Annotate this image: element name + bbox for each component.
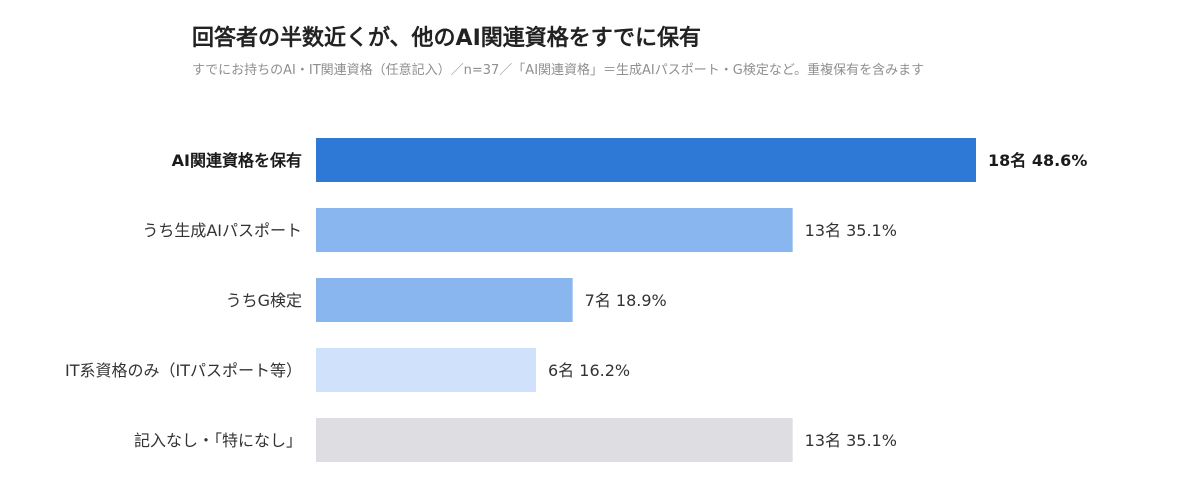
value-label-2: 7名 18.9% [585, 291, 667, 310]
bar-2 [316, 278, 573, 322]
bar-4 [316, 418, 793, 462]
category-label-0: AI関連資格を保有 [172, 151, 302, 170]
chart-subtitle: すでにお持ちのAI・IT関連資格（任意記入）／n=37／「AI関連資格」＝生成A… [192, 63, 925, 78]
bar-1 [316, 208, 793, 252]
bar-3 [316, 348, 536, 392]
category-label-3: IT系資格のみ（ITパスポート等） [65, 361, 302, 380]
category-label-2: うちG検定 [226, 291, 302, 310]
chart-title: 回答者の半数近くが、他のAI関連資格をすでに保有 [192, 26, 701, 51]
category-label-1: うち生成AIパスポート [142, 221, 302, 240]
value-label-1: 13名 35.1% [805, 221, 897, 240]
value-label-4: 13名 35.1% [805, 431, 897, 450]
bar-0 [316, 138, 976, 182]
value-label-3: 6名 16.2% [548, 361, 630, 380]
category-label-4: 記入なし・「特になし」 [134, 431, 302, 450]
value-label-0: 18名 48.6% [988, 151, 1087, 170]
